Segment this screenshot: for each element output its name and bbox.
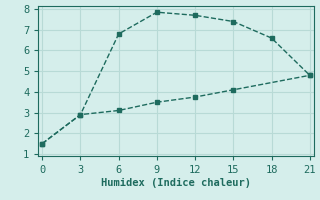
X-axis label: Humidex (Indice chaleur): Humidex (Indice chaleur) bbox=[101, 178, 251, 188]
